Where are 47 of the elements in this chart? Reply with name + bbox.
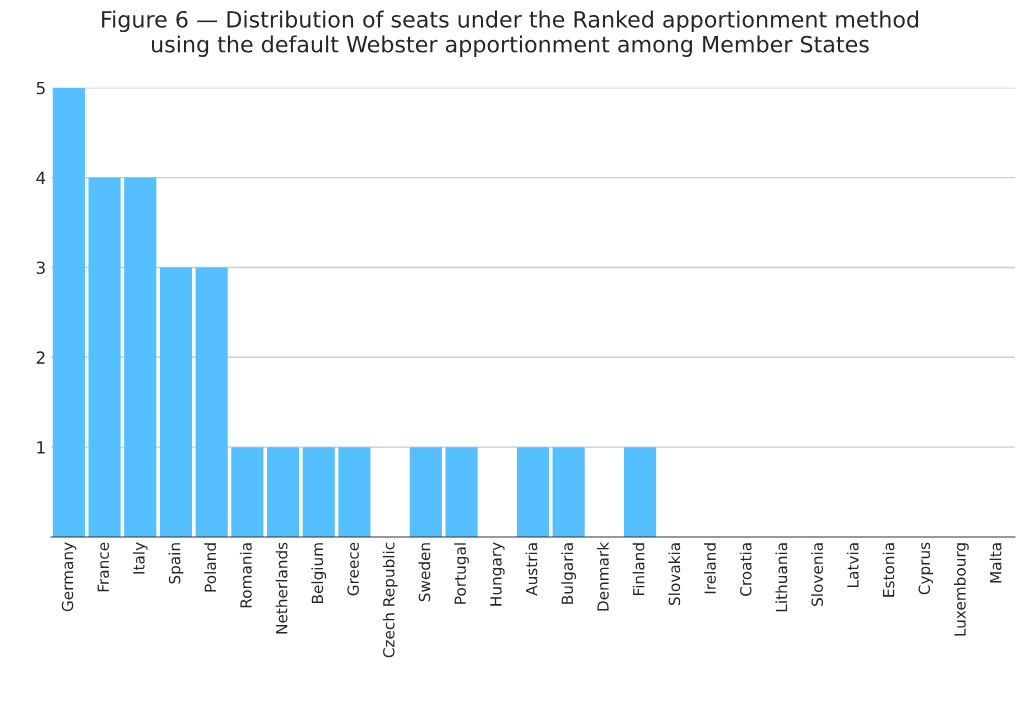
x-tick-label: Greece bbox=[347, 542, 359, 596]
x-tick-label: Netherlands bbox=[275, 542, 288, 634]
chart-title: Figure 6 — Distribution of seats under the Ranked apportionment method using the default Webster apportionment among Member States bbox=[102, 10, 919, 57]
bar bbox=[302, 447, 335, 538]
y-tick-label: 1 bbox=[37, 441, 45, 454]
x-tick-label: Romania bbox=[239, 543, 252, 608]
x-tick-label: Belgium bbox=[311, 543, 327, 604]
x-tick-label: Slovakia bbox=[668, 543, 681, 606]
bar bbox=[124, 177, 157, 538]
x-tick-label: Czech Republic bbox=[382, 542, 398, 658]
bar bbox=[231, 447, 264, 538]
x-tick-label: Poland bbox=[204, 543, 217, 592]
x-tick-label: Germany bbox=[61, 542, 77, 612]
x-tick-label: Spain bbox=[168, 543, 184, 584]
x-tick-label: Croatia bbox=[739, 543, 752, 596]
bar bbox=[516, 447, 550, 538]
y-tick-label: 4 bbox=[36, 171, 46, 184]
x-tick-label: Cyprus bbox=[918, 542, 934, 595]
x-tick-label: Latvia bbox=[846, 543, 859, 587]
bar bbox=[338, 447, 371, 538]
bar bbox=[623, 447, 657, 538]
x-tick-label: Ireland bbox=[704, 543, 716, 594]
y-tick-label: 5 bbox=[36, 81, 45, 95]
bar bbox=[445, 447, 478, 538]
x-tick-label: Estonia bbox=[882, 543, 895, 597]
x-tick-label: Luxembourg bbox=[953, 543, 969, 636]
y-tick-label: 3 bbox=[36, 261, 45, 275]
x-tick-label: Denmark bbox=[596, 541, 609, 611]
bar bbox=[409, 447, 442, 538]
x-tick-label: Sweden bbox=[418, 543, 431, 602]
x-tick-label: Portugal bbox=[454, 543, 469, 604]
x-tick-label: Austria bbox=[525, 543, 538, 596]
x-tick-label: Slovenia bbox=[811, 543, 823, 606]
bar bbox=[552, 447, 585, 538]
bar bbox=[159, 267, 193, 538]
bar bbox=[52, 87, 85, 538]
y-tick-label: 2 bbox=[36, 351, 45, 364]
x-tick-label: France bbox=[97, 542, 109, 592]
x-tick-label: Hungary bbox=[490, 542, 505, 606]
bar bbox=[88, 177, 121, 538]
x-tick-label: Bulgaria bbox=[561, 543, 577, 604]
x-tick-label: Malta bbox=[989, 543, 1002, 583]
x-tick-label: Finland bbox=[632, 543, 645, 595]
bar bbox=[195, 267, 228, 538]
x-tick-label: Italy bbox=[132, 542, 148, 574]
bar bbox=[266, 447, 300, 538]
x-tick-label: Lithuania bbox=[775, 543, 788, 612]
